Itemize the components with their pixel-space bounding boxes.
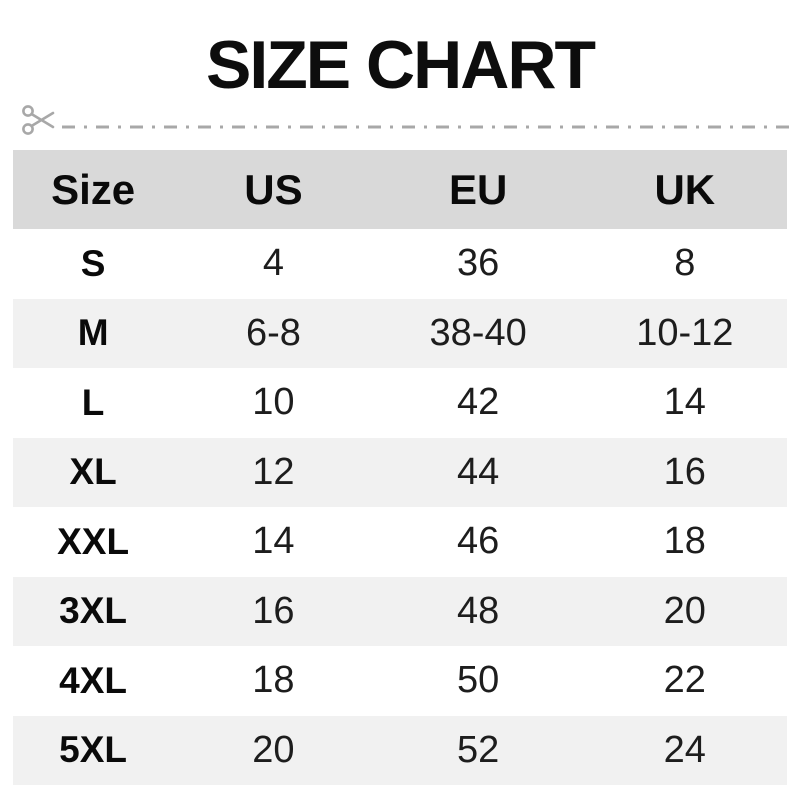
size-cell: L (81, 381, 105, 423)
eu-cell: 46 (457, 520, 500, 563)
table-header-row: Size US EU UK (13, 150, 787, 229)
eu-cell: 36 (457, 242, 500, 285)
page-title: SIZE CHART (206, 27, 596, 103)
us-cell: 6-8 (245, 311, 301, 354)
scissors-icon (22, 105, 55, 135)
uk-cell: 18 (663, 520, 706, 563)
us-cell: 18 (252, 659, 295, 702)
us-cell: 20 (252, 728, 295, 771)
size-cell: 4XL (59, 659, 128, 701)
table-row-4xl: 4XL 18 50 22 (13, 646, 787, 716)
table-body: S 4 36 8 M 6-8 38-40 10-12 L 10 42 14 XL… (13, 229, 787, 785)
size-cell: XL (69, 451, 117, 493)
table-row-s: S 4 36 8 (13, 229, 787, 299)
eu-cell: 42 (457, 381, 500, 424)
us-cell: 4 (262, 242, 284, 285)
table-row-3xl: 3XL 16 48 20 (13, 576, 787, 646)
size-cell: 5XL (59, 729, 128, 771)
uk-cell: 20 (663, 589, 706, 632)
eu-cell: 44 (457, 450, 500, 493)
header-cell-eu: EU (448, 165, 508, 213)
us-cell: 12 (252, 450, 295, 493)
us-cell: 10 (252, 381, 295, 424)
uk-cell: 10-12 (636, 311, 734, 354)
size-cell: M (77, 312, 109, 354)
table-row-l: L 10 42 14 (13, 368, 787, 438)
size-cell: S (80, 242, 106, 284)
eu-cell: 50 (457, 659, 500, 702)
us-cell: 14 (252, 520, 295, 563)
size-cell: 3XL (59, 590, 128, 632)
header-cell-uk: UK (654, 165, 716, 213)
us-cell: 16 (252, 589, 295, 632)
size-chart-table: Size US EU UK S 4 36 8 M 6-8 38-40 10-12… (13, 150, 787, 785)
uk-cell: 22 (663, 659, 706, 702)
cut-dashed-line (62, 125, 790, 129)
header-cell-size: Size (51, 165, 136, 213)
table-row-5xl: 5XL 20 52 24 (13, 715, 787, 785)
cut-line (22, 102, 790, 138)
uk-cell: 24 (663, 728, 706, 771)
header-cell-us: US (244, 165, 303, 213)
uk-cell: 8 (674, 242, 696, 285)
eu-cell: 48 (457, 589, 500, 632)
size-cell: XXL (57, 520, 130, 562)
table-row-m: M 6-8 38-40 10-12 (13, 298, 787, 368)
table-row-xl: XL 12 44 16 (13, 437, 787, 507)
uk-cell: 14 (663, 381, 706, 424)
table-row-xxl: XXL 14 46 18 (13, 507, 787, 577)
eu-cell: 38-40 (429, 311, 527, 354)
uk-cell: 16 (663, 450, 706, 493)
eu-cell: 52 (457, 728, 500, 771)
